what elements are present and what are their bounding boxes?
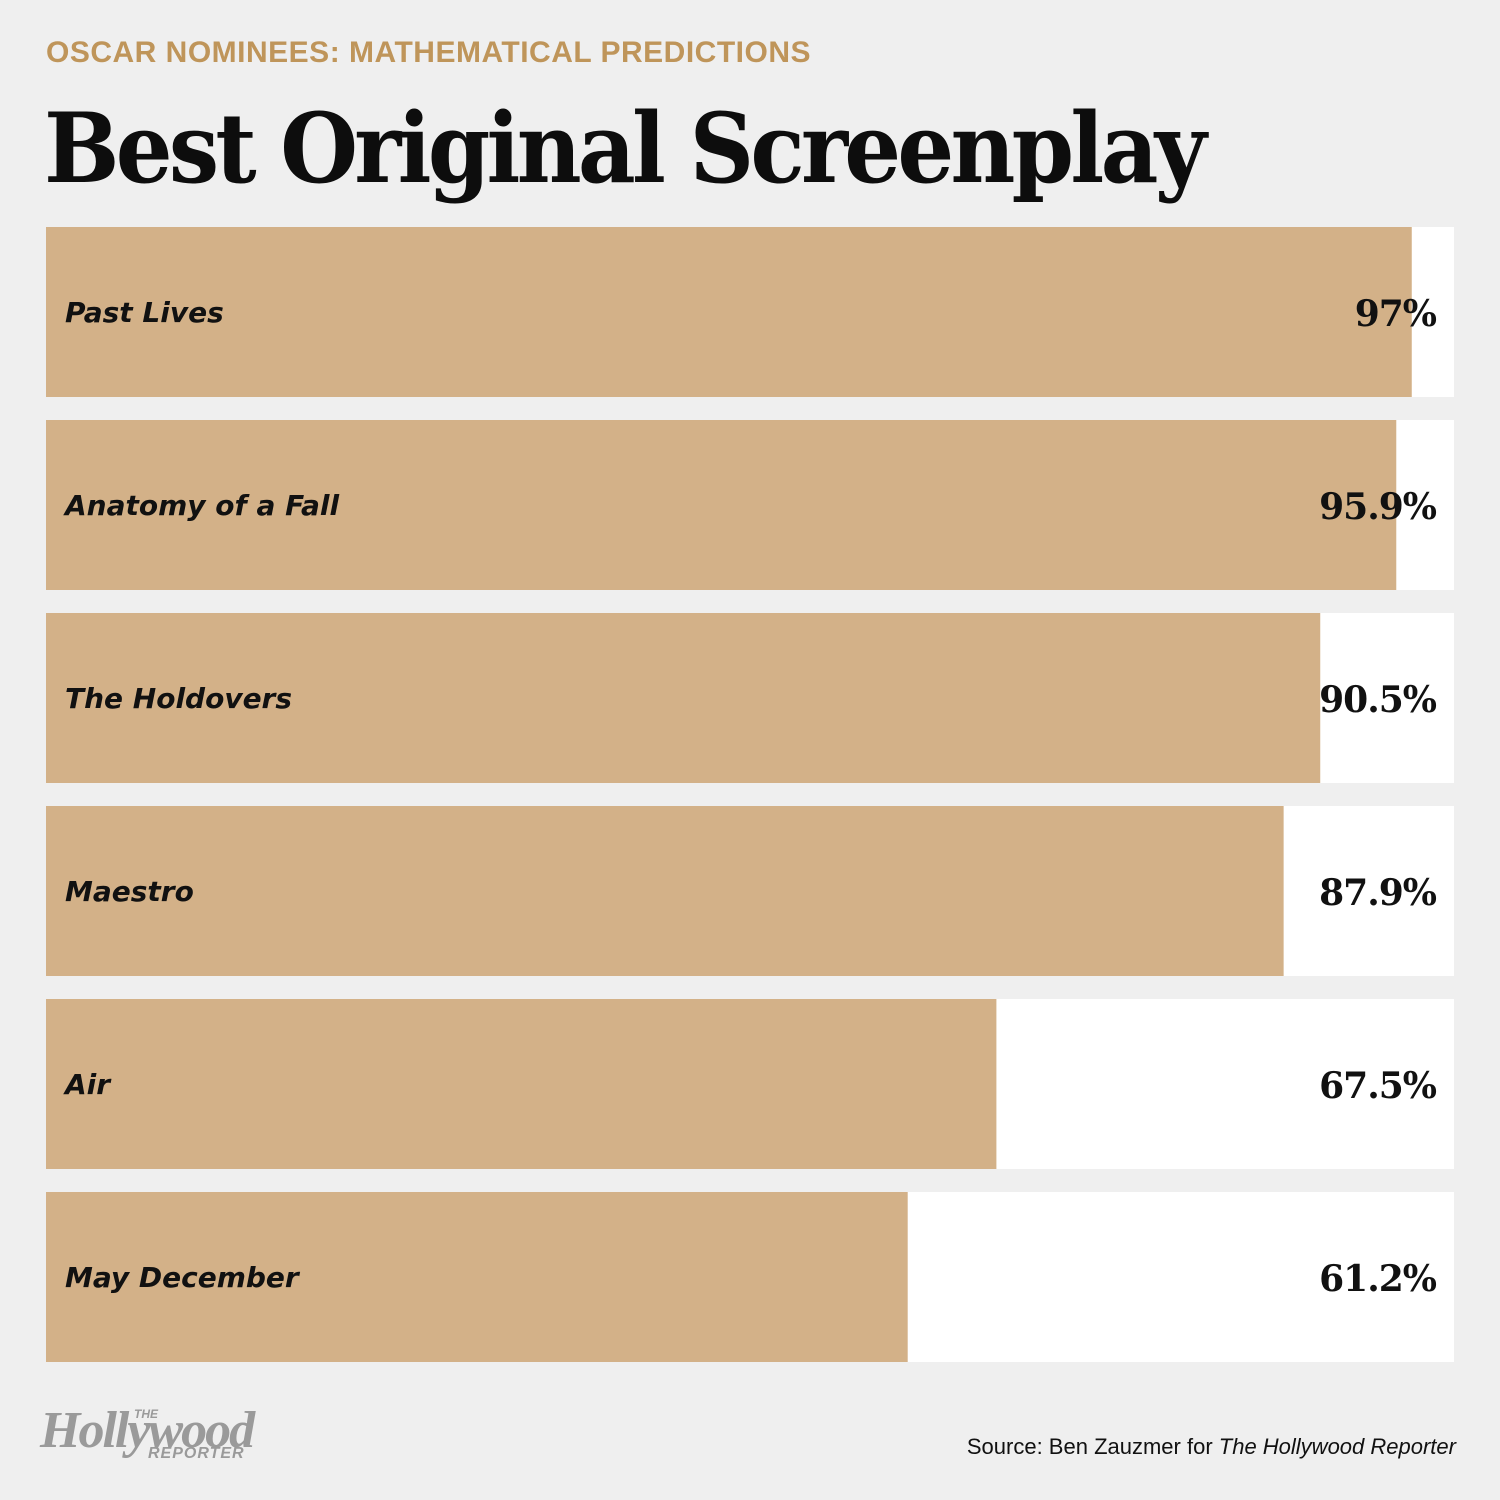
hollywood-reporter-logo: Hollywood THE REPORTER xyxy=(40,1395,280,1475)
chart-kicker: OSCAR NOMINEES: MATHEMATICAL PREDICTIONS xyxy=(46,36,812,69)
bar xyxy=(46,999,997,1169)
bar xyxy=(46,613,1321,783)
logo-the: THE xyxy=(134,1407,158,1421)
bar-row: The Holdovers 90.5% xyxy=(46,613,1454,783)
category-label: May December xyxy=(65,1261,301,1294)
category-label: The Holdovers xyxy=(65,682,292,715)
chart-title: Best Original Screenplay xyxy=(44,92,1207,205)
bar-row: Past Lives 97% xyxy=(46,227,1454,397)
logo-reporter: REPORTER xyxy=(148,1445,245,1462)
value-label: 67.5% xyxy=(1319,1065,1437,1107)
bar-row: Anatomy of a Fall 95.9% xyxy=(46,420,1454,590)
category-label: Air xyxy=(63,1068,112,1101)
category-label: Maestro xyxy=(65,875,194,908)
bar xyxy=(46,1192,908,1362)
category-label: Past Lives xyxy=(65,296,224,329)
value-label: 90.5% xyxy=(1319,679,1437,721)
bar-row: Air 67.5% xyxy=(46,999,1454,1169)
value-label: 95.9% xyxy=(1319,486,1437,528)
source-publication: The Hollywood Reporter xyxy=(1218,1434,1456,1459)
bar xyxy=(46,420,1397,590)
bar xyxy=(46,806,1284,976)
value-label: 97% xyxy=(1355,293,1437,335)
source-credit: Source: Ben Zauzmer for The Hollywood Re… xyxy=(967,1434,1456,1460)
value-label: 61.2% xyxy=(1319,1258,1437,1300)
value-label: 87.9% xyxy=(1319,872,1437,914)
bar-row: Maestro 87.9% xyxy=(46,806,1454,976)
bar xyxy=(46,227,1412,397)
source-prefix: Source: Ben Zauzmer for xyxy=(966,1434,1219,1459)
category-label: Anatomy of a Fall xyxy=(63,489,340,522)
bar-chart: Past Lives 97% Anatomy of a Fall 95.9% The H… xyxy=(46,227,1454,1362)
bar-row: May December 61.2% xyxy=(46,1192,1454,1362)
logo-wordmark: Hollywood xyxy=(40,1402,255,1459)
